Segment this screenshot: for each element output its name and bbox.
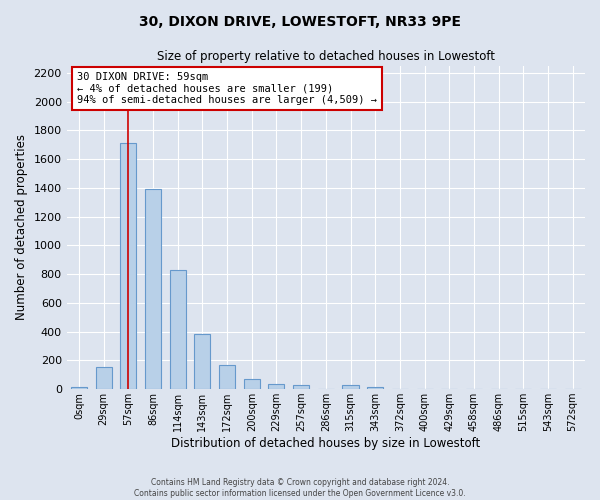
- Bar: [71, 387, 87, 389]
- Bar: [194, 334, 211, 389]
- Text: 30, DIXON DRIVE, LOWESTOFT, NR33 9PE: 30, DIXON DRIVE, LOWESTOFT, NR33 9PE: [139, 15, 461, 29]
- X-axis label: Distribution of detached houses by size in Lowestoft: Distribution of detached houses by size …: [171, 437, 481, 450]
- Bar: [219, 366, 235, 389]
- Text: 30 DIXON DRIVE: 59sqm
← 4% of detached houses are smaller (199)
94% of semi-deta: 30 DIXON DRIVE: 59sqm ← 4% of detached h…: [77, 72, 377, 105]
- Bar: [121, 143, 136, 389]
- Y-axis label: Number of detached properties: Number of detached properties: [15, 134, 28, 320]
- Bar: [170, 270, 186, 389]
- Bar: [293, 385, 309, 389]
- Text: Contains HM Land Registry data © Crown copyright and database right 2024.
Contai: Contains HM Land Registry data © Crown c…: [134, 478, 466, 498]
- Bar: [145, 188, 161, 389]
- Bar: [268, 384, 284, 389]
- Title: Size of property relative to detached houses in Lowestoft: Size of property relative to detached ho…: [157, 50, 495, 63]
- Bar: [343, 385, 359, 389]
- Bar: [95, 367, 112, 389]
- Bar: [367, 387, 383, 389]
- Bar: [244, 380, 260, 389]
